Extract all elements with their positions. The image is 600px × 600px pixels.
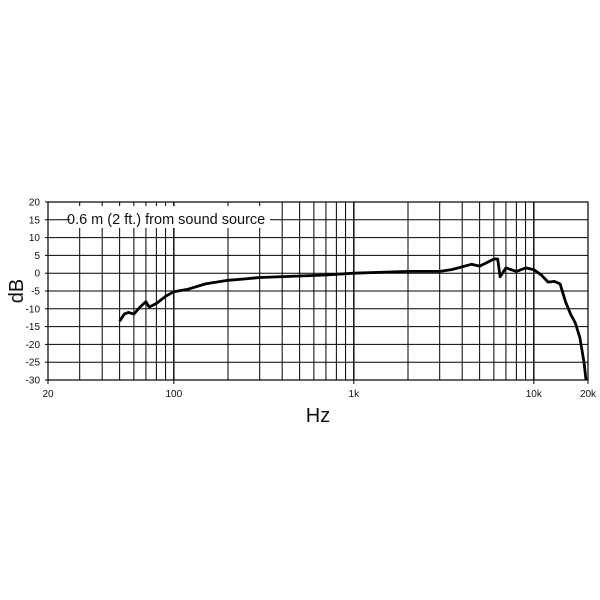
grid	[45, 201, 589, 381]
response-curve	[118, 257, 588, 381]
y-tick-label: -25	[26, 358, 41, 369]
annotation: 0.6 m (2 ft.) from sound source	[67, 212, 265, 228]
x-tick-label: 1k	[349, 389, 361, 400]
y-tick-label: -20	[26, 340, 41, 351]
y-tick-label: -10	[26, 304, 41, 315]
x-tick-label: 20k	[580, 389, 597, 400]
y-tick-label: 15	[29, 215, 41, 226]
y-tick-label: 0	[34, 269, 40, 280]
y-tick-label: 10	[29, 233, 41, 244]
x-tick-label: 100	[165, 389, 182, 400]
x-axis-label: Hz	[306, 405, 330, 427]
y-tick-label: -5	[31, 287, 40, 298]
y-tick-labels: 20 15 10 5 0 -5 -10 -15 -20 -25 -30	[26, 198, 41, 387]
y-tick-label: -15	[26, 322, 41, 333]
plot-frame	[47, 201, 589, 381]
x-tick-label: 10k	[526, 389, 543, 400]
y-tick-label: -30	[26, 376, 41, 387]
y-tick-label: 5	[34, 251, 40, 262]
x-tick-label: 20	[42, 389, 54, 400]
y-tick-label: 20	[29, 198, 41, 209]
x-tick-labels: 20 100 1k 10k 20k	[42, 380, 597, 400]
y-axis-label: dB	[6, 279, 28, 303]
annotation-bg	[70, 206, 270, 228]
